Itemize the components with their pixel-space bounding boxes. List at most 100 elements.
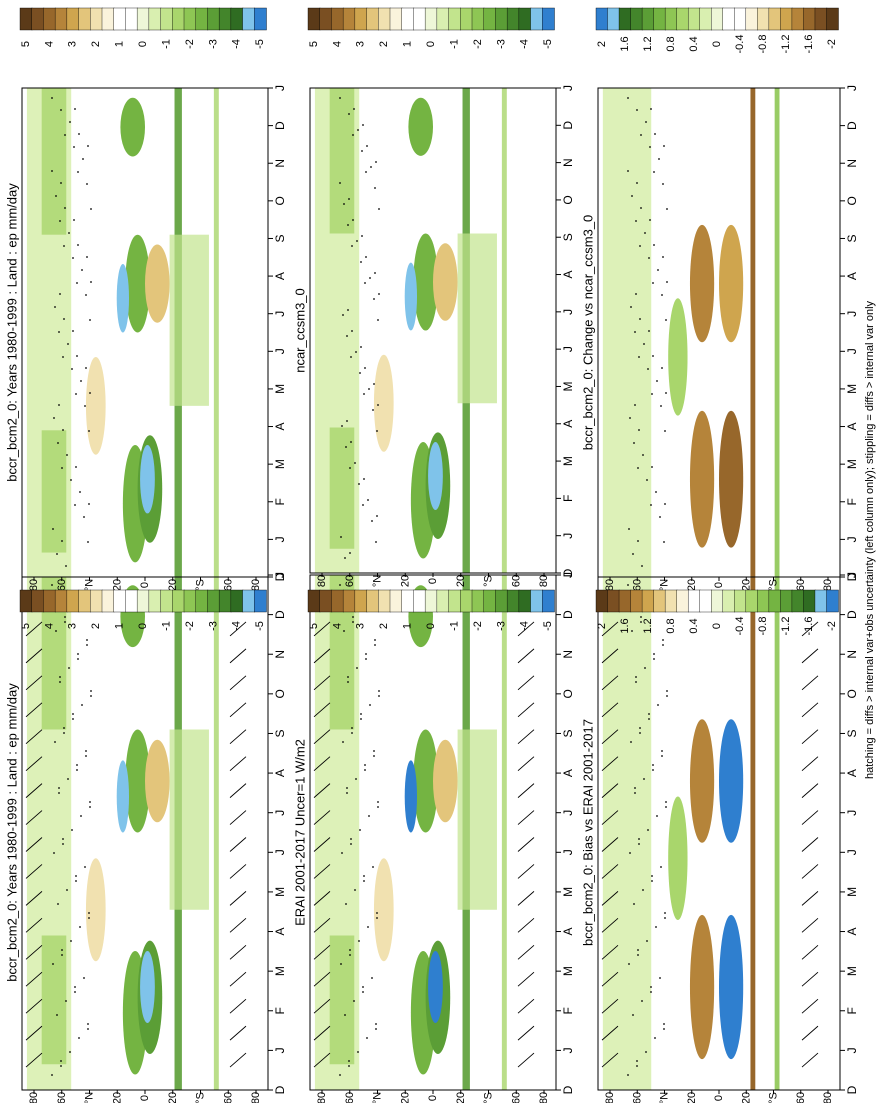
y-tick-label: 60 bbox=[56, 579, 68, 591]
chart-title: bccr_bcm2_0: Change vs ncar_ccsm3_0 bbox=[581, 215, 596, 451]
stipple-dot bbox=[351, 245, 353, 247]
stipple-dot bbox=[362, 504, 364, 506]
stipple-dot bbox=[89, 319, 91, 321]
hatch-line bbox=[229, 783, 247, 798]
x-tick-label: M bbox=[273, 966, 287, 976]
stipple-dot bbox=[637, 540, 639, 542]
stipple-dot bbox=[634, 404, 636, 406]
colorbar-swatch bbox=[814, 7, 828, 31]
stipple-dot bbox=[87, 1023, 89, 1025]
stipple-dot bbox=[349, 552, 351, 554]
colorbar-label: 0 bbox=[137, 623, 149, 629]
hatch-line bbox=[25, 783, 43, 798]
y-tick-label: 20 bbox=[167, 579, 179, 591]
stipple-dot bbox=[663, 145, 665, 147]
colorbar-swatch bbox=[664, 589, 678, 613]
contour-region bbox=[719, 914, 744, 1060]
colorbar-swatch bbox=[183, 7, 197, 31]
stipple-dot bbox=[652, 764, 654, 766]
field-layer bbox=[601, 575, 819, 1090]
stipple-dot bbox=[372, 409, 374, 411]
colorbar-swatch bbox=[218, 589, 232, 613]
colorbar-label: -1.2 bbox=[780, 617, 792, 636]
stipple-dot bbox=[63, 318, 65, 320]
x-tick-label: D bbox=[845, 121, 859, 130]
stipple-dot bbox=[85, 755, 87, 757]
colorbar-swatch bbox=[366, 589, 379, 613]
stipple-dot bbox=[84, 405, 86, 407]
y-tick-label: 20 bbox=[686, 579, 698, 591]
hatch-line bbox=[601, 756, 619, 772]
colorbar-label: -2 bbox=[184, 39, 196, 49]
stipple-dot bbox=[64, 621, 66, 623]
colorbar-label: -0.8 bbox=[757, 617, 769, 636]
hatch-line bbox=[517, 998, 535, 1014]
colorbar-swatch bbox=[342, 589, 356, 613]
contour-region bbox=[501, 575, 507, 1090]
hatch-line bbox=[517, 971, 535, 987]
stipple-dot bbox=[661, 294, 663, 296]
colorbar-swatch bbox=[768, 589, 782, 613]
colorbar-swatch bbox=[19, 589, 33, 613]
stipple-dot bbox=[665, 319, 667, 321]
stipple-dot bbox=[352, 616, 354, 618]
hatch-line bbox=[313, 810, 331, 825]
chart-panel: bccr_bcm2_0: Change vs ncar_ccsm3_0DJFMA… bbox=[581, 85, 860, 591]
colorbar-label: -3 bbox=[495, 39, 507, 49]
colorbar-swatch bbox=[542, 589, 555, 613]
y-tick-label: 20 bbox=[399, 1092, 411, 1103]
stipple-dot bbox=[352, 134, 354, 136]
x-tick-label: S bbox=[273, 729, 287, 737]
stipple-dot bbox=[364, 367, 366, 369]
y-tick-label: 0 bbox=[139, 1095, 151, 1101]
colorbar-swatch bbox=[160, 589, 173, 613]
stipple-dot bbox=[350, 441, 352, 443]
contour-region bbox=[413, 233, 438, 331]
stipple-dot bbox=[666, 695, 668, 697]
hatch-line bbox=[25, 621, 43, 637]
x-tick-label: S bbox=[561, 233, 575, 241]
stipple-dot bbox=[349, 467, 351, 469]
hatch-line bbox=[25, 1052, 43, 1068]
colorbar-swatch bbox=[780, 7, 793, 31]
y-tick-label: 20 bbox=[167, 1092, 179, 1103]
colorbar-label: -1 bbox=[160, 39, 172, 49]
stipple-dot bbox=[645, 121, 647, 123]
stipple-dot bbox=[647, 368, 649, 370]
colorbar-swatch bbox=[101, 7, 115, 31]
stipple-dot bbox=[638, 356, 640, 358]
hatch-line bbox=[25, 675, 43, 691]
stipple-dot bbox=[58, 331, 60, 333]
hatch-line bbox=[601, 971, 619, 987]
hatch-line bbox=[517, 944, 535, 960]
stipple-dot bbox=[655, 491, 657, 493]
x-tick-label: O bbox=[273, 689, 287, 698]
y-tick-label: 60 bbox=[795, 1092, 807, 1103]
colorbar-swatch bbox=[113, 7, 127, 31]
x-tick-label: J bbox=[845, 849, 859, 855]
colorbar-swatch bbox=[66, 589, 80, 613]
stipple-dot bbox=[378, 695, 380, 697]
y-tick-label: 0 bbox=[427, 578, 439, 584]
colorbar-swatch bbox=[183, 589, 197, 613]
stipple-dot bbox=[54, 306, 56, 308]
stipple-dot bbox=[629, 417, 631, 419]
stipple-dot bbox=[351, 727, 353, 729]
stipple-dot bbox=[86, 639, 88, 641]
contour-region bbox=[428, 442, 443, 510]
colorbar-label: -1 bbox=[160, 621, 172, 631]
colorbar-swatch bbox=[195, 7, 209, 31]
contour-region bbox=[85, 356, 106, 455]
colorbar-swatch bbox=[471, 7, 485, 31]
stipple-dot bbox=[653, 653, 655, 655]
stipple-dot bbox=[352, 621, 354, 623]
colorbar-label: -1.2 bbox=[780, 35, 792, 54]
colorbar-swatch bbox=[307, 589, 321, 613]
stipple-dot bbox=[89, 806, 91, 808]
colorbar: 2 1.6 1.2 0.8 0.4 0 -0.4 -0.8 -1.2 -1.6 -2 bbox=[596, 7, 839, 54]
contour-region bbox=[457, 233, 497, 404]
x-tick-label: D bbox=[845, 572, 859, 581]
colorbar-swatch bbox=[101, 589, 115, 613]
stipple-dot bbox=[88, 917, 90, 919]
stipple-dot bbox=[638, 429, 640, 431]
